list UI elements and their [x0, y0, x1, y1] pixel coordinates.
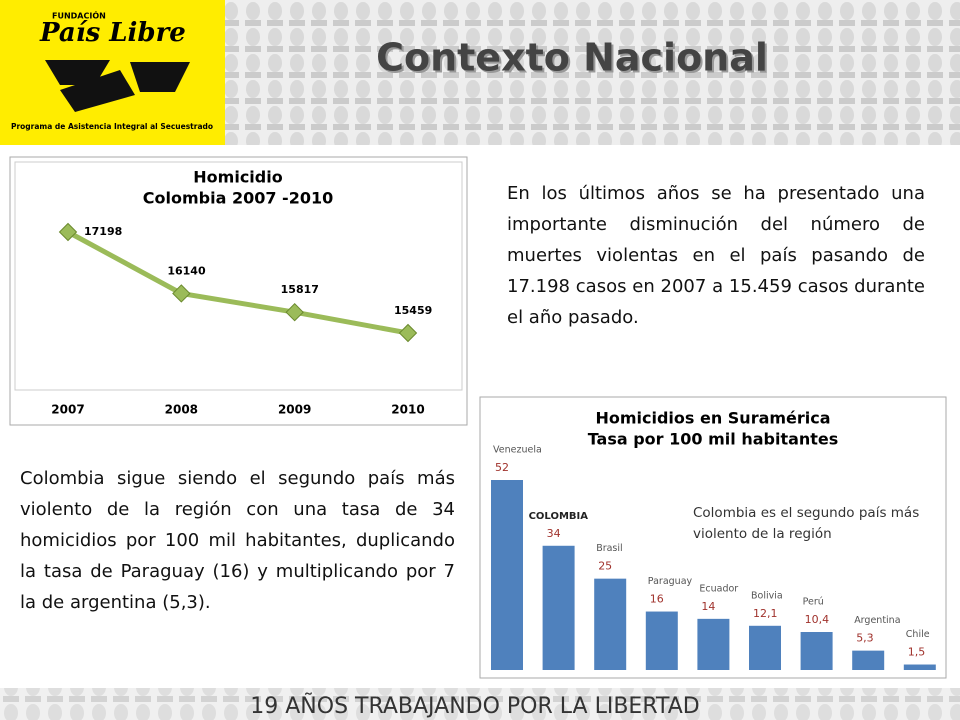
point — [398, 323, 418, 343]
category-label: Brasil — [596, 543, 622, 554]
category-label: Chile — [906, 629, 930, 640]
value-label: 16 — [650, 593, 664, 606]
x-tick-label: 2008 — [165, 403, 198, 417]
logo-shape — [45, 60, 190, 112]
value-label: 1,5 — [908, 646, 926, 659]
category-label: Argentina — [854, 615, 900, 626]
bar-annotation: Colombia es el segundo país más violento… — [693, 505, 920, 542]
bar — [542, 545, 575, 670]
bar — [491, 480, 523, 670]
point — [58, 222, 78, 242]
x-tick-label: 2010 — [391, 403, 424, 417]
value-label: 52 — [495, 461, 509, 474]
x-tick-label: 2009 — [278, 403, 311, 417]
point — [285, 303, 304, 322]
value-label: 34 — [547, 527, 561, 540]
category-label: COLOMBIA — [529, 511, 589, 522]
logo-program: Programa de Asistencia Integral al Secue… — [11, 122, 213, 131]
data-label: 15459 — [394, 304, 432, 317]
logo-name: País Libre — [39, 18, 186, 48]
bar — [697, 618, 730, 670]
value-label: 14 — [701, 600, 715, 613]
bar — [852, 650, 885, 670]
category-label: Ecuador — [699, 583, 738, 594]
logo-foundation: FUNDACIÓN — [52, 10, 106, 21]
bar — [594, 578, 627, 670]
value-label: 10,4 — [805, 613, 830, 626]
bar — [749, 625, 781, 670]
data-label: 15817 — [281, 283, 319, 296]
bar-chart-title: Homicidios en Suramérica — [595, 409, 830, 428]
footer-texture — [0, 688, 960, 720]
paragraph: En los últimos años se ha presentado una… — [507, 183, 925, 328]
paragraph: Colombia sigue siendo el segundo país má… — [20, 468, 455, 613]
bar — [903, 664, 936, 670]
bar — [800, 632, 833, 670]
value-label: 5,3 — [856, 632, 874, 645]
value-label: 12,1 — [753, 607, 778, 620]
footer: 19 AÑOS TRABAJANDO POR LA LIBERTAD — [250, 692, 699, 719]
data-label: 16140 — [167, 264, 206, 277]
bar — [645, 611, 678, 670]
line-chart-inner — [14, 161, 463, 391]
category-label: Venezuela — [493, 445, 542, 456]
bar-chart-subtitle: Tasa por 100 mil habitantes — [588, 430, 839, 449]
point — [172, 284, 191, 303]
category-label: Bolivia — [751, 590, 783, 601]
line-chart-subtitle: Colombia 2007 -2010 — [143, 189, 333, 208]
line-chart-title: Homicidio — [193, 168, 282, 187]
title-shadow: Contexto Nacional — [378, 38, 770, 82]
line-chart-frame — [9, 156, 468, 426]
data-label: 17198 — [84, 225, 122, 238]
title: Contexto Nacional — [376, 36, 768, 80]
line — [66, 229, 409, 336]
value-label: 25 — [598, 560, 612, 573]
header-texture — [225, 0, 960, 145]
category-label: Perú — [803, 597, 824, 608]
x-tick-label: 2007 — [51, 403, 84, 417]
category-label: Paraguay — [648, 576, 693, 587]
